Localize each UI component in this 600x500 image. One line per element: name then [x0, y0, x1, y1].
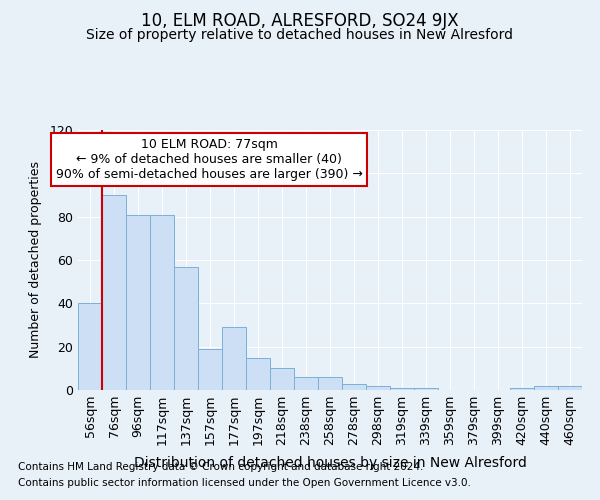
Bar	[510, 388, 534, 390]
Bar	[78, 304, 102, 390]
Bar	[342, 384, 366, 390]
Bar	[390, 388, 414, 390]
Bar	[294, 377, 318, 390]
Bar	[534, 386, 558, 390]
Text: Contains HM Land Registry data © Crown copyright and database right 2024.: Contains HM Land Registry data © Crown c…	[18, 462, 424, 472]
Bar	[270, 368, 294, 390]
Bar	[126, 214, 150, 390]
Text: 10 ELM ROAD: 77sqm
← 9% of detached houses are smaller (40)
90% of semi-detached: 10 ELM ROAD: 77sqm ← 9% of detached hous…	[56, 138, 362, 181]
Bar	[558, 386, 582, 390]
Text: Size of property relative to detached houses in New Alresford: Size of property relative to detached ho…	[86, 28, 514, 42]
Bar	[150, 214, 174, 390]
Bar	[174, 266, 198, 390]
Bar	[198, 349, 222, 390]
Bar	[318, 377, 342, 390]
Bar	[102, 195, 126, 390]
Y-axis label: Number of detached properties: Number of detached properties	[29, 162, 43, 358]
Bar	[366, 386, 390, 390]
Bar	[246, 358, 270, 390]
X-axis label: Distribution of detached houses by size in New Alresford: Distribution of detached houses by size …	[134, 456, 526, 470]
Text: Contains public sector information licensed under the Open Government Licence v3: Contains public sector information licen…	[18, 478, 471, 488]
Text: 10, ELM ROAD, ALRESFORD, SO24 9JX: 10, ELM ROAD, ALRESFORD, SO24 9JX	[141, 12, 459, 30]
Bar	[222, 327, 246, 390]
Bar	[414, 388, 438, 390]
